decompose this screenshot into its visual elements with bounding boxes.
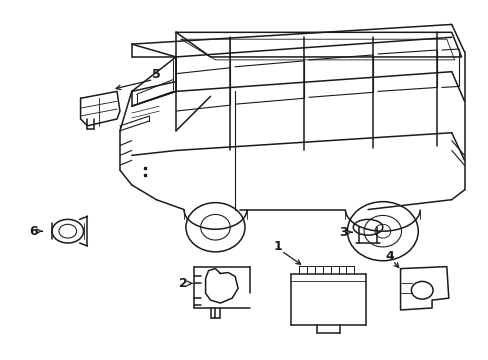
Text: 3: 3 — [339, 226, 347, 239]
Text: 2: 2 — [178, 277, 187, 290]
Text: 6: 6 — [29, 225, 38, 238]
Text: 1: 1 — [273, 240, 281, 253]
Text: 4: 4 — [385, 250, 393, 263]
Text: 5: 5 — [152, 68, 161, 81]
